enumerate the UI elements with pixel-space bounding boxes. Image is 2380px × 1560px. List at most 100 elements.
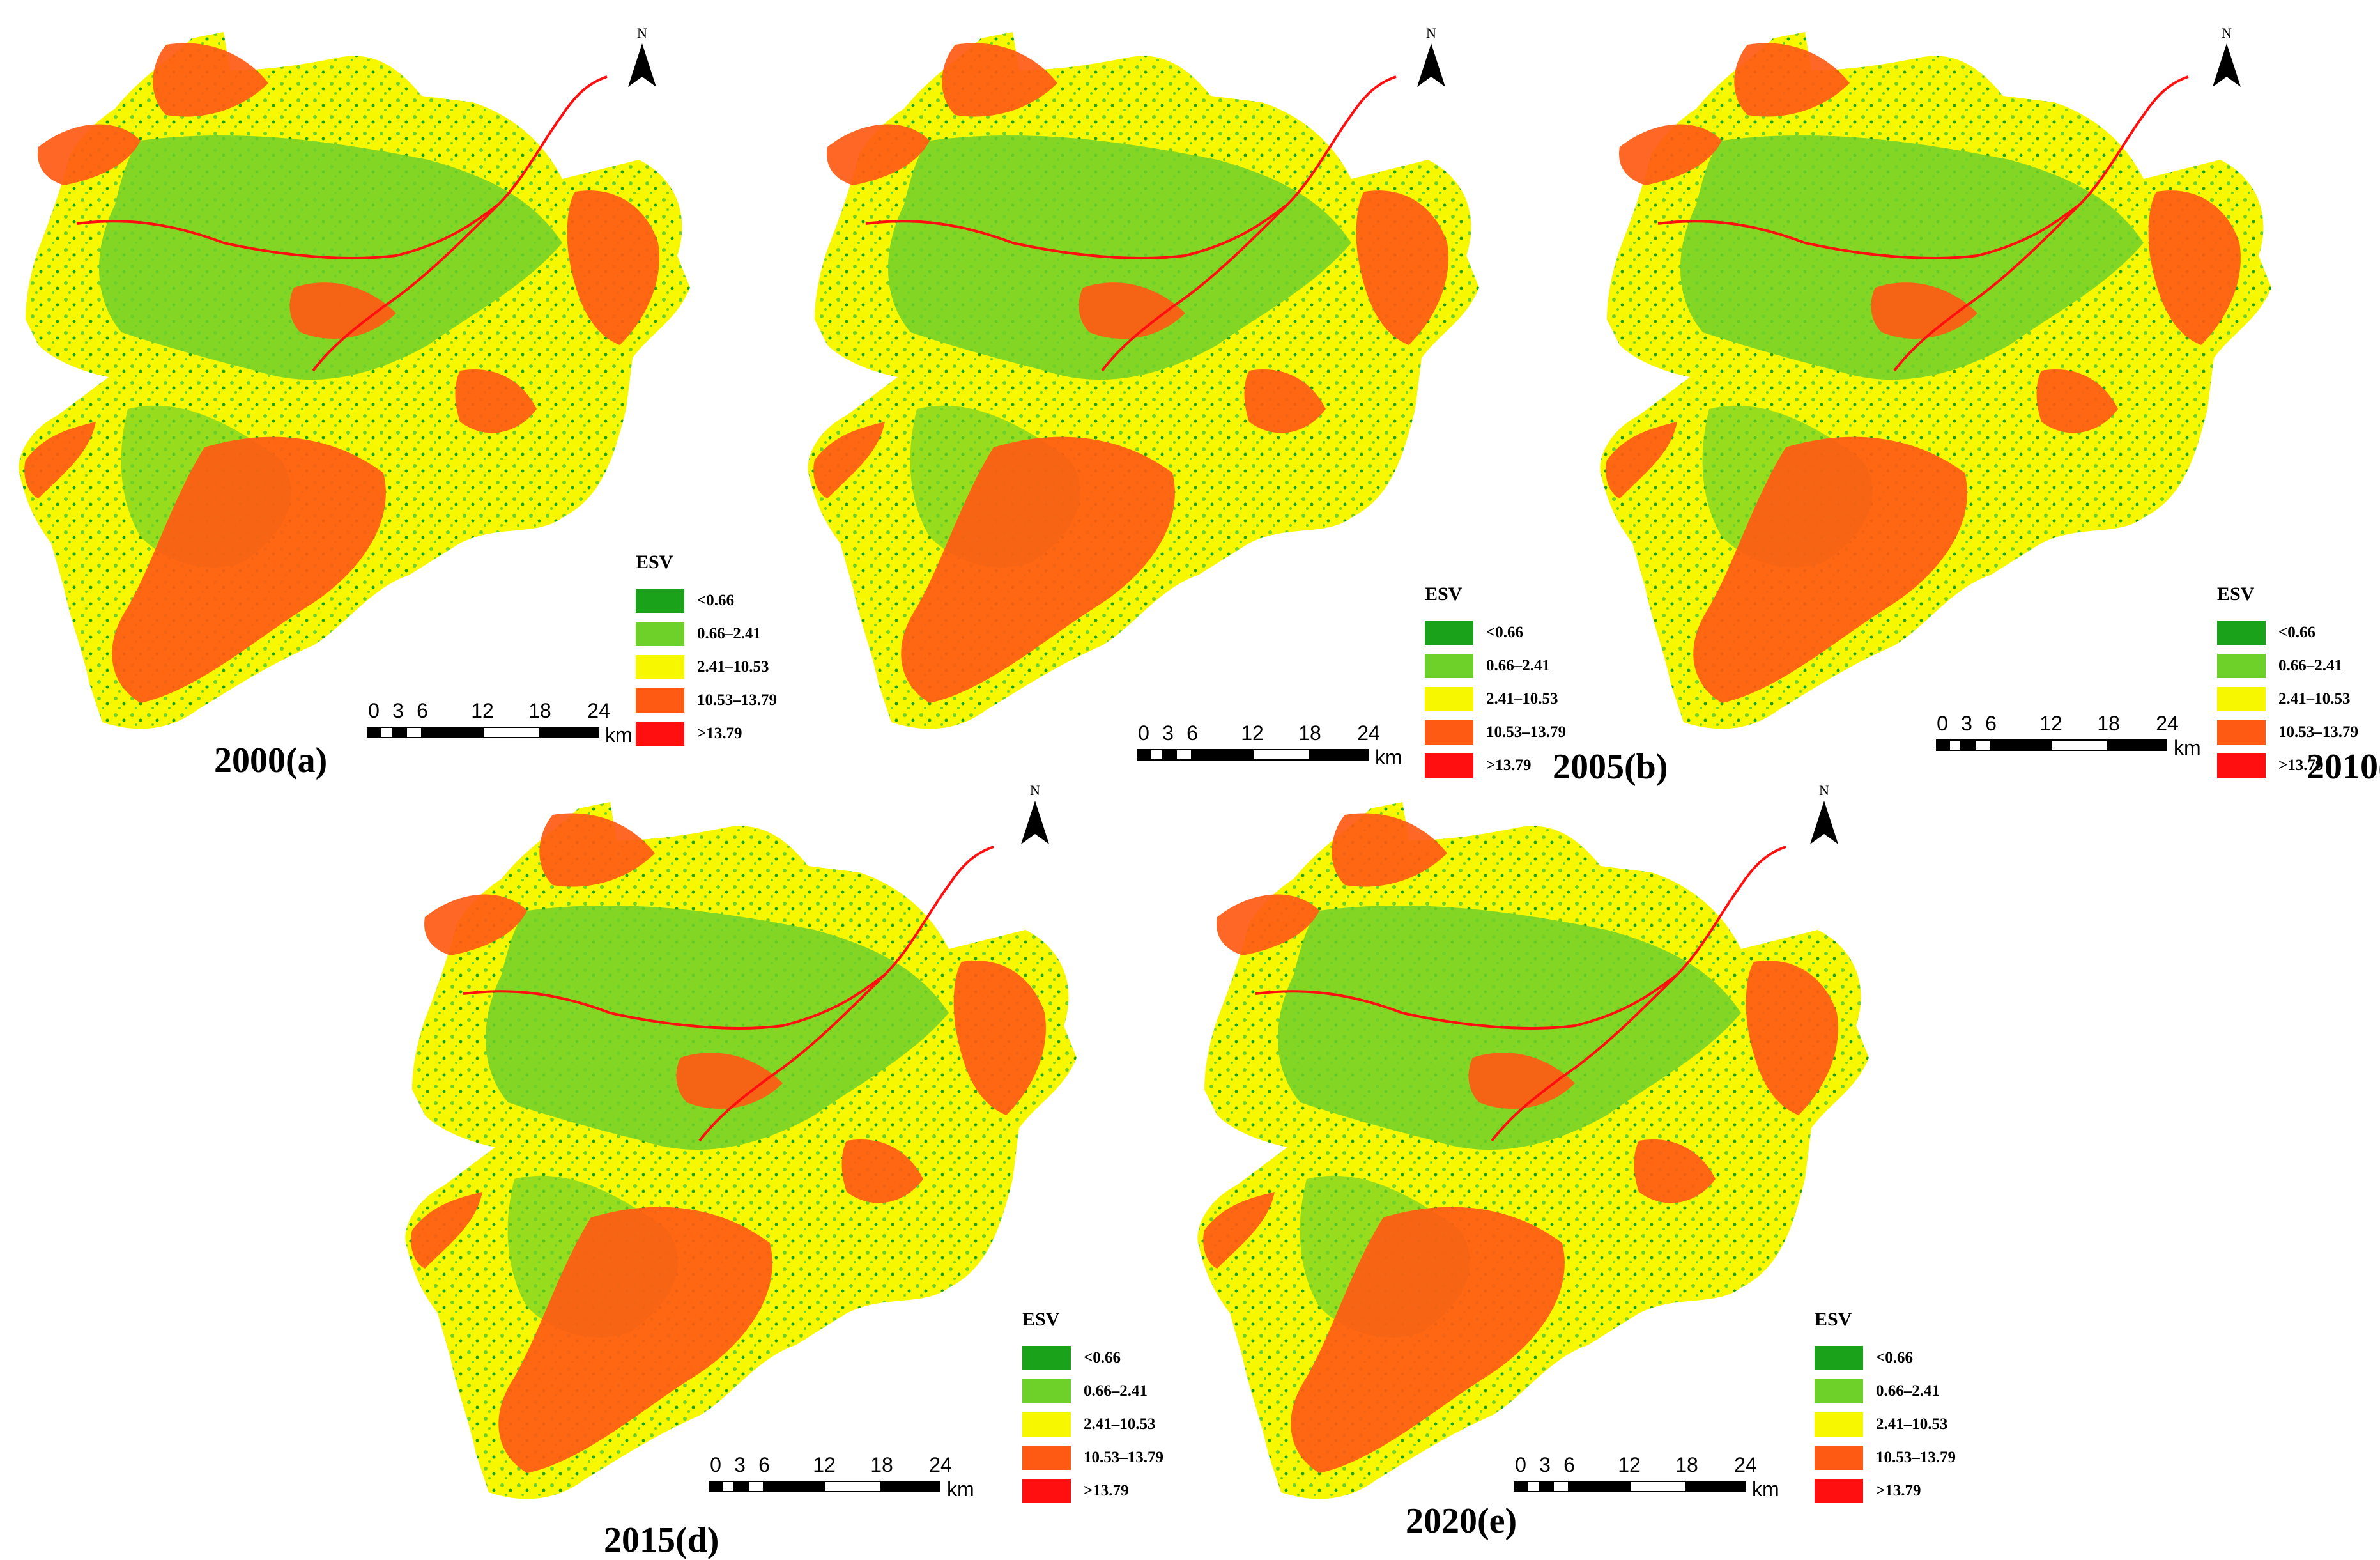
scale-bar: 0 3 6 12 18 24 km bbox=[367, 700, 700, 751]
legend-item: 2.41–10.53 bbox=[1022, 1408, 1201, 1441]
legend-swatch bbox=[1022, 1479, 1071, 1503]
legend-label: <0.66 bbox=[2278, 624, 2315, 641]
legend-title: ESV bbox=[1022, 1309, 1060, 1330]
legend-label: 2.41–10.53 bbox=[1084, 1416, 1156, 1433]
legend-swatch bbox=[2217, 654, 2266, 678]
scale-tick: 0 bbox=[710, 1453, 721, 1476]
high-esv-northwest bbox=[38, 124, 141, 185]
scale-segment bbox=[2051, 739, 2108, 751]
high-esv-southwest bbox=[1291, 1207, 1565, 1473]
legend-label: >13.79 bbox=[2278, 757, 2324, 774]
scale-segment bbox=[367, 727, 380, 738]
legend-swatch bbox=[1815, 1446, 1863, 1470]
scale-tick: 3 bbox=[1539, 1453, 1551, 1476]
panel-caption: 2020(e) bbox=[1406, 1501, 1517, 1541]
high-esv-southeast bbox=[2036, 369, 2118, 433]
legend-item: 0.66–2.41 bbox=[2217, 649, 2380, 683]
scale-tick: 12 bbox=[2039, 712, 2062, 735]
high-esv-southwest bbox=[1693, 436, 1967, 703]
legend-item: >13.79 bbox=[2217, 749, 2380, 782]
panel-caption: 2005(b) bbox=[1553, 747, 1668, 787]
legend: ESV <0.66 0.66–2.41 2.41–10.53 10.53–13.… bbox=[1425, 582, 1604, 782]
legend-item: <0.66 bbox=[1815, 1341, 1993, 1375]
scale-segment bbox=[1569, 1481, 1629, 1492]
river-lower bbox=[1893, 203, 2081, 372]
scale-tick: 24 bbox=[929, 1453, 952, 1476]
scale-segment bbox=[1252, 749, 1310, 761]
scale-segment bbox=[1687, 1481, 1746, 1492]
map-panel-2: N ESV <0.66 0.66–2.41 2.41–10.53 10.53–1… bbox=[802, 13, 1668, 786]
legend-swatch bbox=[636, 688, 684, 713]
high-esv-west-coast bbox=[411, 1192, 482, 1269]
north-arrow: N bbox=[2207, 26, 2246, 89]
river bbox=[1255, 846, 1786, 1030]
high-esv-east bbox=[2148, 190, 2241, 345]
panel-caption: 2010(c) bbox=[2307, 747, 2380, 787]
legend-swatch bbox=[1022, 1379, 1071, 1403]
legend-title: ESV bbox=[1425, 583, 1463, 605]
high-esv-central bbox=[289, 282, 396, 339]
scale-segment bbox=[824, 1481, 882, 1492]
scale-segment bbox=[1310, 749, 1369, 761]
scale-tick: 12 bbox=[1241, 722, 1264, 745]
legend-swatch bbox=[1425, 687, 1473, 711]
legend-swatch bbox=[1815, 1379, 1863, 1403]
high-esv-north bbox=[1332, 813, 1447, 887]
legend-item: 2.41–10.53 bbox=[1815, 1408, 1993, 1441]
scale-tick: 12 bbox=[813, 1453, 836, 1476]
scale-tick: 3 bbox=[392, 699, 404, 722]
scale-segment bbox=[1991, 739, 2051, 751]
scale-segment bbox=[1949, 739, 1962, 751]
legend-label: 10.53–13.79 bbox=[1084, 1449, 1163, 1466]
river bbox=[463, 846, 994, 1030]
scale-tick: 0 bbox=[1515, 1453, 1526, 1476]
legend-title: ESV bbox=[1815, 1309, 1852, 1330]
legend-item: >13.79 bbox=[1815, 1474, 1993, 1508]
scale-segment bbox=[1962, 739, 1974, 751]
scale-bar: 0 3 6 12 18 24 km bbox=[1137, 722, 1470, 773]
scale-segment bbox=[1540, 1481, 1553, 1492]
scale-segment bbox=[1163, 749, 1176, 761]
high-esv-southeast bbox=[1634, 1139, 1716, 1203]
legend-swatch bbox=[636, 655, 684, 679]
esv-map bbox=[808, 32, 1479, 729]
high-esv-central bbox=[676, 1053, 783, 1109]
map-panel-1: N ESV <0.66 0.66–2.41 2.41–10.53 10.53–1… bbox=[13, 13, 805, 786]
high-esv-north bbox=[1734, 43, 1850, 117]
high-esv-northwest bbox=[1217, 894, 1319, 955]
scale-bar: 0 3 6 12 18 24 km bbox=[1936, 713, 2268, 764]
legend-swatch bbox=[1022, 1412, 1071, 1437]
legend-label: >13.79 bbox=[1876, 1482, 1921, 1499]
legend-swatch bbox=[1022, 1346, 1071, 1370]
north-letter: N bbox=[1030, 782, 1040, 798]
legend-label: 2.41–10.53 bbox=[1876, 1416, 1948, 1433]
high-esv-west-coast bbox=[24, 422, 96, 498]
scale-tick: 6 bbox=[1186, 722, 1198, 745]
scale-segment bbox=[1150, 749, 1163, 761]
river-lower bbox=[312, 203, 500, 372]
high-esv-southeast bbox=[455, 369, 537, 433]
legend-label: 0.66–2.41 bbox=[1486, 657, 1550, 674]
scale-segment bbox=[1192, 749, 1252, 761]
esv-map bbox=[1197, 802, 1869, 1499]
river-lower bbox=[698, 973, 886, 1142]
high-esv-southeast bbox=[1244, 369, 1326, 433]
north-arrow: N bbox=[1412, 26, 1450, 89]
legend-swatch bbox=[1815, 1479, 1863, 1503]
north-letter: N bbox=[1819, 782, 1829, 798]
legend-label: <0.66 bbox=[1084, 1349, 1121, 1366]
north-letter: N bbox=[2222, 25, 2232, 41]
legend-label: 10.53–13.79 bbox=[2278, 723, 2358, 741]
north-arrow: N bbox=[1016, 783, 1054, 847]
legend-label: 0.66–2.41 bbox=[1084, 1382, 1148, 1400]
legend: ESV <0.66 0.66–2.41 2.41–10.53 10.53–13.… bbox=[636, 550, 815, 750]
map-panel-5: N ESV <0.66 0.66–2.41 2.41–10.53 10.53–1… bbox=[1192, 783, 1984, 1556]
panel-caption: 2015(d) bbox=[604, 1520, 719, 1560]
scale-segment bbox=[709, 1481, 722, 1492]
legend-label: 10.53–13.79 bbox=[1876, 1449, 1956, 1466]
legend-item: 10.53–13.79 bbox=[1425, 716, 1604, 749]
scale-segment bbox=[1936, 739, 1949, 751]
scale-tick: 6 bbox=[1985, 712, 1997, 735]
scale-tick: 12 bbox=[1618, 1453, 1641, 1476]
scale-segment bbox=[406, 727, 422, 738]
